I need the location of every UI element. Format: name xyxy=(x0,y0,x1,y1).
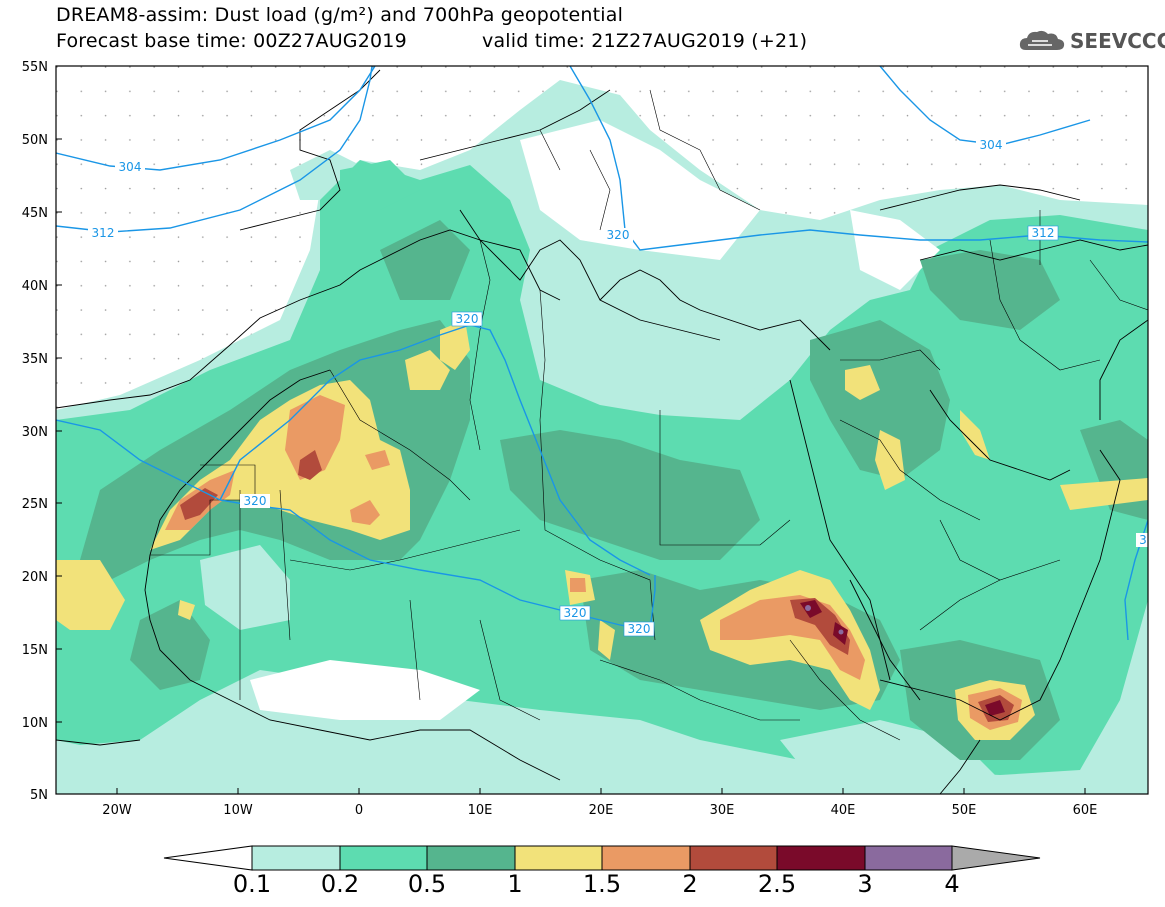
lon-label: 10E xyxy=(468,803,493,818)
lat-label: 15N xyxy=(22,643,48,658)
lon-label: 30E xyxy=(710,803,735,818)
svg-text:320: 320 xyxy=(628,622,651,636)
lat-label: 35N xyxy=(22,352,48,367)
svg-text:320: 320 xyxy=(564,606,587,620)
cloud-icon xyxy=(1019,30,1065,50)
svg-text:320: 320 xyxy=(244,494,267,508)
svg-text:312: 312 xyxy=(1032,226,1055,240)
seevccc-logo: SEEVCCC xyxy=(1018,28,1165,54)
valid-time: valid time: 21Z27AUG2019 (+21) xyxy=(482,30,808,52)
lat-label: 5N xyxy=(30,788,48,803)
lat-label: 25N xyxy=(22,497,48,512)
lon-label: 20W xyxy=(102,803,132,818)
colorbar-swatch xyxy=(426,845,516,871)
country-borders xyxy=(150,89,1148,741)
lon-label: 0 xyxy=(355,803,363,818)
colorbar-tick: 0.1 xyxy=(232,870,272,898)
svg-text:3: 3 xyxy=(1139,533,1147,547)
colorbar-swatch xyxy=(864,845,953,871)
coastlines xyxy=(56,69,1148,794)
lon-label: 20E xyxy=(589,803,614,818)
lat-axis: 55N 50N 45N 40N 35N 30N 25N 20N 15N 10N … xyxy=(22,60,62,803)
clear-areas xyxy=(200,120,1000,790)
lat-label: 45N xyxy=(22,206,48,221)
contour-label: 304 xyxy=(115,160,145,174)
lon-label: 10W xyxy=(223,803,253,818)
colorbar-tick: 1 xyxy=(507,870,523,898)
contour-label: 320 xyxy=(603,228,633,242)
colorbar-tick: 2.5 xyxy=(757,870,797,898)
svg-text:304: 304 xyxy=(980,138,1003,152)
colorbar-swatch xyxy=(514,845,603,871)
map-frame xyxy=(55,65,1149,795)
colorbar-swatch xyxy=(689,845,778,871)
colorbar-swatch xyxy=(601,845,691,871)
colorbar-tick: 4 xyxy=(944,870,960,898)
svg-text:320: 320 xyxy=(456,312,479,326)
lon-label: 60E xyxy=(1073,803,1098,818)
colorbar-lower-arrow xyxy=(163,845,253,871)
contour-label: 312 xyxy=(88,226,118,240)
forecast-time-line: Forecast base time: 00Z27AUG2019 valid ti… xyxy=(56,30,807,52)
lat-label: 10N xyxy=(22,716,48,731)
map-title: DREAM8-assim: Dust load (g/m²) and 700hP… xyxy=(56,4,624,26)
colorbar-upper-arrow xyxy=(951,845,1041,871)
colorbar-tick: 0.2 xyxy=(320,870,360,898)
colorbar-swatch xyxy=(251,845,341,871)
svg-text:312: 312 xyxy=(92,226,115,240)
logo-text: SEEVCCC xyxy=(1070,29,1165,53)
colorbar-tick: 2 xyxy=(682,870,698,898)
lat-label: 50N xyxy=(22,133,48,148)
lat-label: 20N xyxy=(22,570,48,585)
svg-text:320: 320 xyxy=(607,228,630,242)
contour-label: 320 xyxy=(559,605,591,621)
lon-axis: 20W 10W 0 10E 20E 30E 40E 50E 60E xyxy=(102,788,1097,818)
colorbar-tick: 0.5 xyxy=(407,870,447,898)
contour-label: 320 xyxy=(240,494,270,508)
contour-label: 312 xyxy=(1027,225,1059,241)
lat-label: 30N xyxy=(22,425,48,440)
lon-label: 50E xyxy=(952,803,977,818)
svg-text:304: 304 xyxy=(119,160,142,174)
colorbar-swatch xyxy=(339,845,428,871)
contour-label: 3 xyxy=(1136,533,1148,547)
colorbar-tick: 3 xyxy=(857,870,873,898)
contour-label: 304 xyxy=(976,138,1006,152)
dust-level-3 xyxy=(805,605,844,635)
contour-label: 320 xyxy=(623,621,655,637)
colorbar-tick: 1.5 xyxy=(582,870,622,898)
lat-label: 40N xyxy=(22,279,48,294)
contour-label: 320 xyxy=(451,311,483,327)
colorbar-swatch xyxy=(776,845,866,871)
lat-label: 55N xyxy=(22,60,48,75)
lon-label: 40E xyxy=(831,803,856,818)
contour-labels: 304 312 320 320 320 320 320 312 304 3 xyxy=(88,138,1148,637)
colorbar xyxy=(163,845,1041,871)
base-time: Forecast base time: 00Z27AUG2019 xyxy=(56,30,407,52)
